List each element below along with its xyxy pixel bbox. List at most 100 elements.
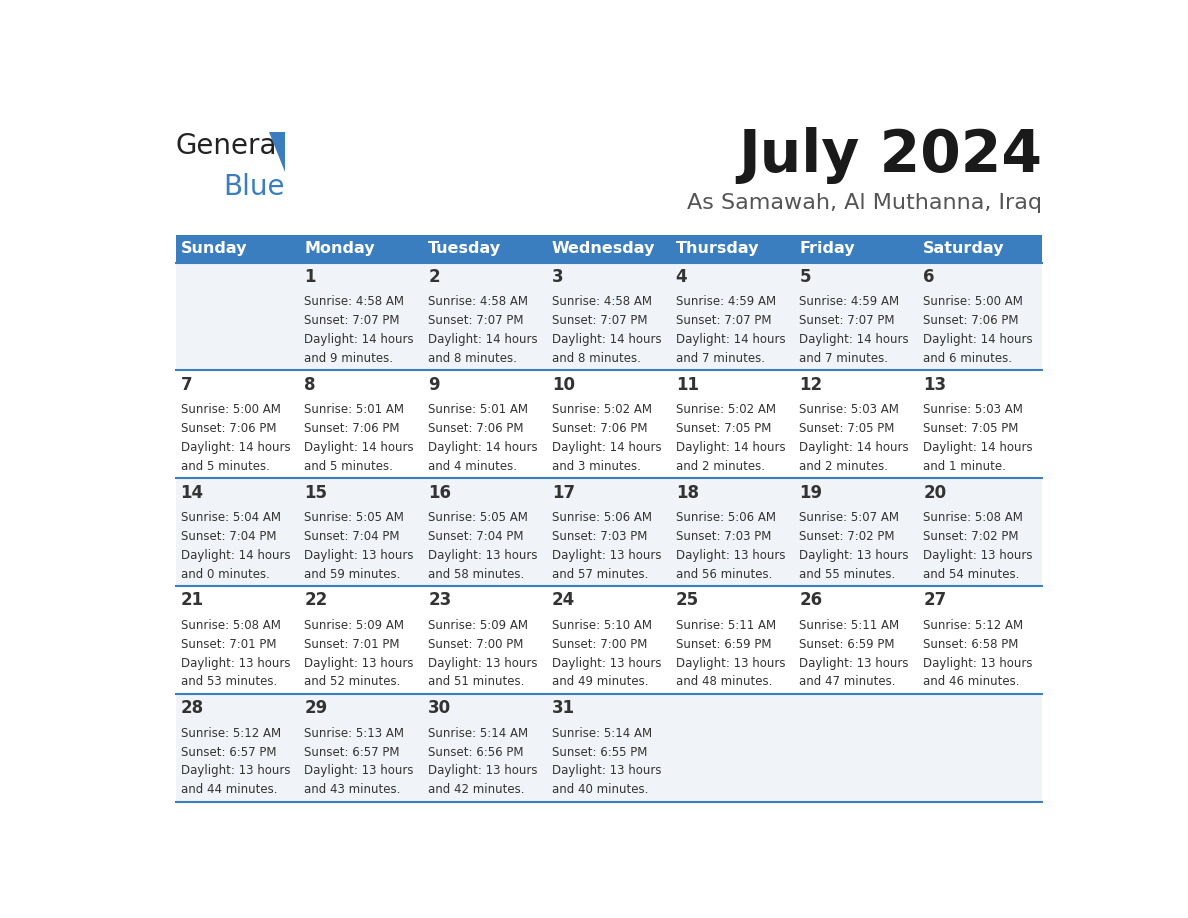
Text: Sunrise: 5:14 AM: Sunrise: 5:14 AM xyxy=(428,727,529,740)
Text: 14: 14 xyxy=(181,484,203,501)
Text: Sunset: 7:05 PM: Sunset: 7:05 PM xyxy=(800,422,895,435)
Text: Sunset: 7:01 PM: Sunset: 7:01 PM xyxy=(181,638,276,651)
Text: Daylight: 14 hours: Daylight: 14 hours xyxy=(676,441,785,454)
Text: Tuesday: Tuesday xyxy=(428,241,501,256)
Text: Sunset: 6:58 PM: Sunset: 6:58 PM xyxy=(923,638,1018,651)
Text: Daylight: 14 hours: Daylight: 14 hours xyxy=(552,441,662,454)
Text: and 55 minutes.: and 55 minutes. xyxy=(800,567,896,581)
Text: and 2 minutes.: and 2 minutes. xyxy=(800,460,889,473)
Text: Daylight: 13 hours: Daylight: 13 hours xyxy=(800,656,909,669)
Text: and 57 minutes.: and 57 minutes. xyxy=(552,567,649,581)
Text: Sunrise: 4:58 AM: Sunrise: 4:58 AM xyxy=(428,296,529,308)
Text: Daylight: 13 hours: Daylight: 13 hours xyxy=(676,549,785,562)
Text: Sunset: 7:00 PM: Sunset: 7:00 PM xyxy=(428,638,524,651)
Text: 3: 3 xyxy=(552,268,563,286)
Text: Sunrise: 5:05 AM: Sunrise: 5:05 AM xyxy=(428,511,527,524)
Text: 12: 12 xyxy=(800,375,822,394)
Text: Sunset: 7:07 PM: Sunset: 7:07 PM xyxy=(428,314,524,328)
Text: Sunrise: 5:12 AM: Sunrise: 5:12 AM xyxy=(181,727,280,740)
Text: 6: 6 xyxy=(923,268,935,286)
Text: Daylight: 13 hours: Daylight: 13 hours xyxy=(676,656,785,669)
Text: 13: 13 xyxy=(923,375,947,394)
Text: Sunset: 7:04 PM: Sunset: 7:04 PM xyxy=(304,530,400,543)
Text: and 5 minutes.: and 5 minutes. xyxy=(181,460,270,473)
Text: and 59 minutes.: and 59 minutes. xyxy=(304,567,400,581)
Text: Sunrise: 4:59 AM: Sunrise: 4:59 AM xyxy=(800,296,899,308)
Text: 29: 29 xyxy=(304,700,328,717)
Text: Sunrise: 5:11 AM: Sunrise: 5:11 AM xyxy=(800,619,899,632)
Text: 24: 24 xyxy=(552,591,575,610)
Text: Daylight: 13 hours: Daylight: 13 hours xyxy=(428,549,538,562)
Text: Daylight: 13 hours: Daylight: 13 hours xyxy=(428,765,538,778)
Text: Daylight: 14 hours: Daylight: 14 hours xyxy=(800,441,909,454)
Text: Sunrise: 5:02 AM: Sunrise: 5:02 AM xyxy=(552,403,652,416)
Text: 1: 1 xyxy=(304,268,316,286)
Text: Sunrise: 5:08 AM: Sunrise: 5:08 AM xyxy=(923,511,1023,524)
Text: Sunset: 6:57 PM: Sunset: 6:57 PM xyxy=(181,745,276,758)
Text: and 51 minutes.: and 51 minutes. xyxy=(428,676,525,688)
Bar xyxy=(176,371,1042,478)
Text: Sunset: 7:07 PM: Sunset: 7:07 PM xyxy=(800,314,895,328)
Text: 26: 26 xyxy=(800,591,822,610)
Text: Daylight: 14 hours: Daylight: 14 hours xyxy=(552,333,662,346)
Text: Wednesday: Wednesday xyxy=(552,241,656,256)
Text: Daylight: 14 hours: Daylight: 14 hours xyxy=(304,441,413,454)
Text: Sunrise: 5:13 AM: Sunrise: 5:13 AM xyxy=(304,727,404,740)
Text: Thursday: Thursday xyxy=(676,241,759,256)
Text: Daylight: 14 hours: Daylight: 14 hours xyxy=(800,333,909,346)
Text: 4: 4 xyxy=(676,268,688,286)
Text: Sunset: 7:05 PM: Sunset: 7:05 PM xyxy=(676,422,771,435)
Text: 31: 31 xyxy=(552,700,575,717)
Text: Daylight: 13 hours: Daylight: 13 hours xyxy=(923,656,1032,669)
Text: and 44 minutes.: and 44 minutes. xyxy=(181,783,277,796)
Text: Sunrise: 5:00 AM: Sunrise: 5:00 AM xyxy=(181,403,280,416)
Text: Monday: Monday xyxy=(304,241,375,256)
Text: 2: 2 xyxy=(428,268,440,286)
Text: 25: 25 xyxy=(676,591,699,610)
Text: Sunrise: 5:01 AM: Sunrise: 5:01 AM xyxy=(304,403,404,416)
Text: and 53 minutes.: and 53 minutes. xyxy=(181,676,277,688)
Text: 7: 7 xyxy=(181,375,192,394)
Text: Sunset: 7:06 PM: Sunset: 7:06 PM xyxy=(923,314,1019,328)
Text: and 9 minutes.: and 9 minutes. xyxy=(304,353,393,365)
Text: Sunset: 7:05 PM: Sunset: 7:05 PM xyxy=(923,422,1018,435)
Text: Sunrise: 5:09 AM: Sunrise: 5:09 AM xyxy=(304,619,404,632)
Text: Daylight: 14 hours: Daylight: 14 hours xyxy=(923,441,1032,454)
Text: Sunset: 6:56 PM: Sunset: 6:56 PM xyxy=(428,745,524,758)
Text: Sunrise: 5:05 AM: Sunrise: 5:05 AM xyxy=(304,511,404,524)
Text: 17: 17 xyxy=(552,484,575,501)
Text: 9: 9 xyxy=(428,375,440,394)
Text: and 7 minutes.: and 7 minutes. xyxy=(800,353,889,365)
Text: Sunset: 6:59 PM: Sunset: 6:59 PM xyxy=(676,638,771,651)
Text: 11: 11 xyxy=(676,375,699,394)
Text: 16: 16 xyxy=(428,484,451,501)
Text: and 8 minutes.: and 8 minutes. xyxy=(428,353,517,365)
Text: Sunset: 7:00 PM: Sunset: 7:00 PM xyxy=(552,638,647,651)
Bar xyxy=(176,694,1042,801)
Text: and 5 minutes.: and 5 minutes. xyxy=(304,460,393,473)
Text: Sunrise: 5:06 AM: Sunrise: 5:06 AM xyxy=(676,511,776,524)
Text: Daylight: 13 hours: Daylight: 13 hours xyxy=(923,549,1032,562)
Text: Daylight: 13 hours: Daylight: 13 hours xyxy=(552,656,662,669)
Text: General: General xyxy=(176,131,285,160)
Text: and 58 minutes.: and 58 minutes. xyxy=(428,567,524,581)
Text: Sunset: 7:06 PM: Sunset: 7:06 PM xyxy=(304,422,400,435)
Text: Sunset: 7:01 PM: Sunset: 7:01 PM xyxy=(304,638,400,651)
Text: and 49 minutes.: and 49 minutes. xyxy=(552,676,649,688)
Text: 10: 10 xyxy=(552,375,575,394)
Text: Sunset: 7:04 PM: Sunset: 7:04 PM xyxy=(181,530,276,543)
Text: 15: 15 xyxy=(304,484,328,501)
Text: Sunset: 7:02 PM: Sunset: 7:02 PM xyxy=(923,530,1019,543)
Text: Sunset: 6:59 PM: Sunset: 6:59 PM xyxy=(800,638,895,651)
Text: and 42 minutes.: and 42 minutes. xyxy=(428,783,525,796)
Text: and 4 minutes.: and 4 minutes. xyxy=(428,460,517,473)
Text: Daylight: 14 hours: Daylight: 14 hours xyxy=(181,441,290,454)
Bar xyxy=(176,478,1042,586)
Text: Sunrise: 5:06 AM: Sunrise: 5:06 AM xyxy=(552,511,652,524)
Text: Sunset: 7:07 PM: Sunset: 7:07 PM xyxy=(676,314,771,328)
Text: Daylight: 13 hours: Daylight: 13 hours xyxy=(181,656,290,669)
Polygon shape xyxy=(270,131,285,172)
Text: Sunset: 6:57 PM: Sunset: 6:57 PM xyxy=(304,745,400,758)
Text: Sunrise: 5:01 AM: Sunrise: 5:01 AM xyxy=(428,403,529,416)
Text: Daylight: 13 hours: Daylight: 13 hours xyxy=(304,765,413,778)
